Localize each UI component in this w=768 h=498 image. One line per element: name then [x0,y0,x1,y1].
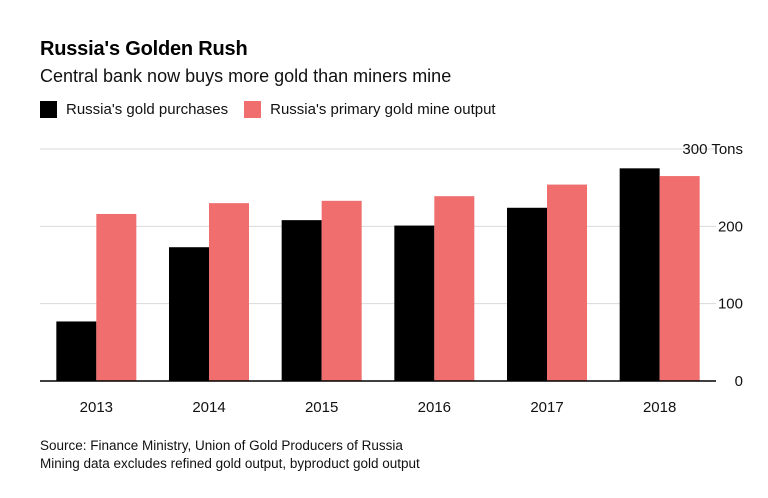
y-tick-label-300: 300 Tons [682,141,743,158]
legend: Russia's gold purchases Russia's primary… [40,101,512,118]
methodology-note: Mining data excludes refined gold output… [40,456,420,471]
bar-purchases-2013 [56,321,97,381]
legend-label-mine-output: Russia's primary gold mine output [270,101,496,118]
y-tick-label-200: 200 [718,218,743,235]
bar-purchases-2018 [619,168,660,381]
x-tick-label-2015: 2015 [305,399,338,416]
bar-purchases-2016 [394,225,435,381]
y-tick-label-0: 0 [735,373,743,390]
bar-purchases-2014 [169,247,209,381]
source-note: Source: Finance Ministry, Union of Gold … [40,437,420,473]
source-line: Source: Finance Ministry, Union of Gold … [40,438,403,453]
bar-mine-output-2018 [659,176,700,381]
y-tick-label-100: 100 [718,296,743,313]
chart-subtitle: Central bank now buys more gold than min… [40,66,452,86]
bar-purchases-2017 [507,207,547,381]
legend-item-mine-output: Russia's primary gold mine output [244,101,496,118]
legend-swatch-mine-output [244,101,262,118]
legend-item-purchases: Russia's gold purchases [40,101,228,118]
legend-label-purchases: Russia's gold purchases [66,101,229,118]
bar-mine-output-2013 [96,213,137,381]
x-tick-label-2014: 2014 [192,399,225,416]
bar-purchases-2015 [281,220,322,381]
x-tick-label-2017: 2017 [530,399,563,416]
chart-title: Russia's Golden Rush [40,38,248,60]
bar-mine-output-2014 [209,203,249,381]
bar-mine-output-2017 [547,184,587,381]
bar-mine-output-2016 [434,196,475,381]
x-tick-label-2016: 2016 [418,399,451,416]
x-tick-label-2013: 2013 [80,399,113,416]
x-tick-label-2018: 2018 [643,399,676,416]
legend-swatch-purchases [40,101,57,118]
bar-mine-output-2015 [321,200,362,381]
